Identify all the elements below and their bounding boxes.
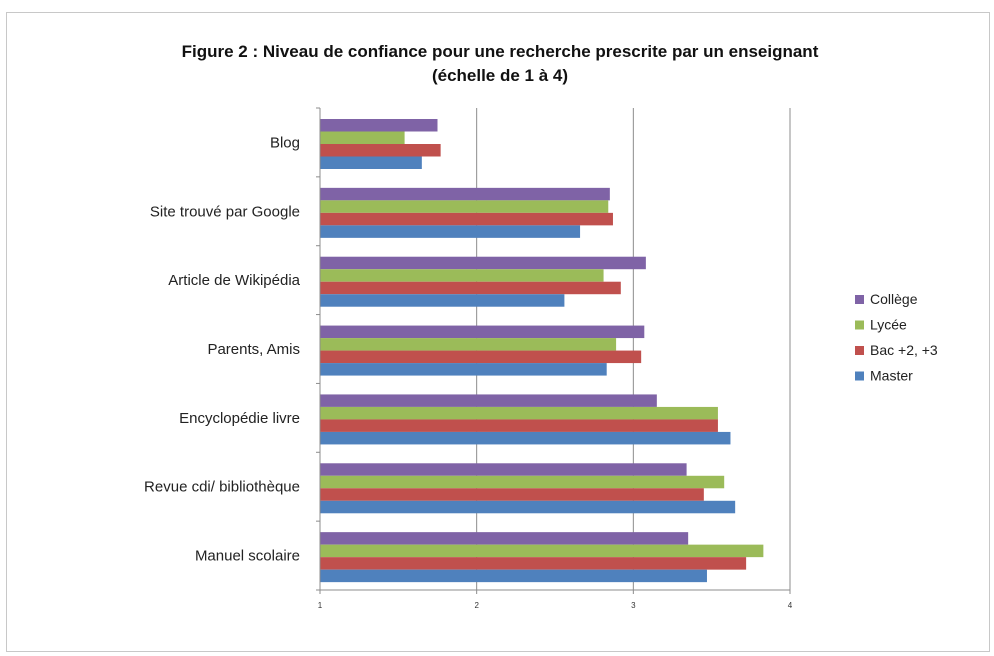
category-label: Parents, Amis — [207, 341, 300, 358]
bar-2-4 — [320, 419, 718, 432]
x-tick-label: 2 — [474, 601, 479, 610]
bar-3-4 — [320, 431, 731, 445]
legend-swatch — [855, 320, 864, 330]
legend-swatch — [855, 371, 864, 381]
bar-0-5 — [320, 463, 687, 476]
x-tick-label: 3 — [631, 601, 636, 610]
bar-0-6 — [320, 532, 689, 545]
category-label: Blog — [270, 134, 300, 151]
bar-2-2 — [320, 281, 621, 295]
chart-title-block: Figure 2 : Niveau de confiance pour une … — [60, 40, 940, 88]
bar-1-6 — [320, 544, 764, 558]
bar-1-3 — [320, 338, 617, 351]
bar-1-0 — [320, 131, 405, 144]
bar-0-0 — [320, 119, 438, 132]
bar-3-0 — [320, 156, 422, 169]
bars-layer — [320, 119, 764, 583]
bar-0-4 — [320, 394, 657, 407]
bar-2-1 — [320, 212, 613, 226]
bar-1-4 — [320, 406, 718, 420]
category-label: Manuel scolaire — [195, 548, 300, 565]
category-label: Encyclopédie livre — [179, 410, 300, 427]
x-tick-label: 4 — [788, 601, 793, 610]
bar-0-2 — [320, 256, 646, 270]
legend-swatch — [855, 295, 864, 304]
bar-1-2 — [320, 269, 604, 282]
axis-layer: 1 2 3 4 Blog Site trouvé par Google Article de… — [144, 107, 793, 610]
category-label: Revue cdi/ bibliothèque — [144, 479, 300, 496]
bar-0-3 — [320, 325, 645, 339]
bar-2-6 — [320, 557, 747, 570]
legend-swatch — [855, 346, 864, 355]
category-label: Article de Wikipédia — [168, 272, 300, 289]
legend-label: Lycée — [870, 317, 907, 333]
bar-3-5 — [320, 500, 736, 514]
category-label: Site trouvé par Google — [150, 203, 300, 220]
legend-label: Bac +2, +3 — [870, 342, 938, 358]
bar-3-2 — [320, 294, 565, 307]
legend-label: Collège — [870, 291, 918, 307]
bar-2-0 — [320, 144, 441, 157]
x-tick-label: 1 — [318, 601, 323, 610]
bar-3-6 — [320, 569, 707, 583]
bar-2-3 — [320, 350, 642, 364]
bar-2-5 — [320, 488, 704, 501]
legend-label: Master — [870, 368, 913, 384]
bar-1-5 — [320, 475, 725, 489]
chart-subtitle: (échelle de 1 à 4) — [431, 66, 569, 85]
legend: Collège Lycée Bac +2, +3 Master — [855, 291, 938, 384]
bar-3-3 — [320, 363, 607, 376]
bar-1-1 — [320, 200, 609, 213]
bar-3-1 — [320, 225, 581, 238]
bar-0-1 — [320, 187, 610, 201]
chart-title: Figure 2 : Niveau de confiance pour une … — [181, 42, 819, 61]
